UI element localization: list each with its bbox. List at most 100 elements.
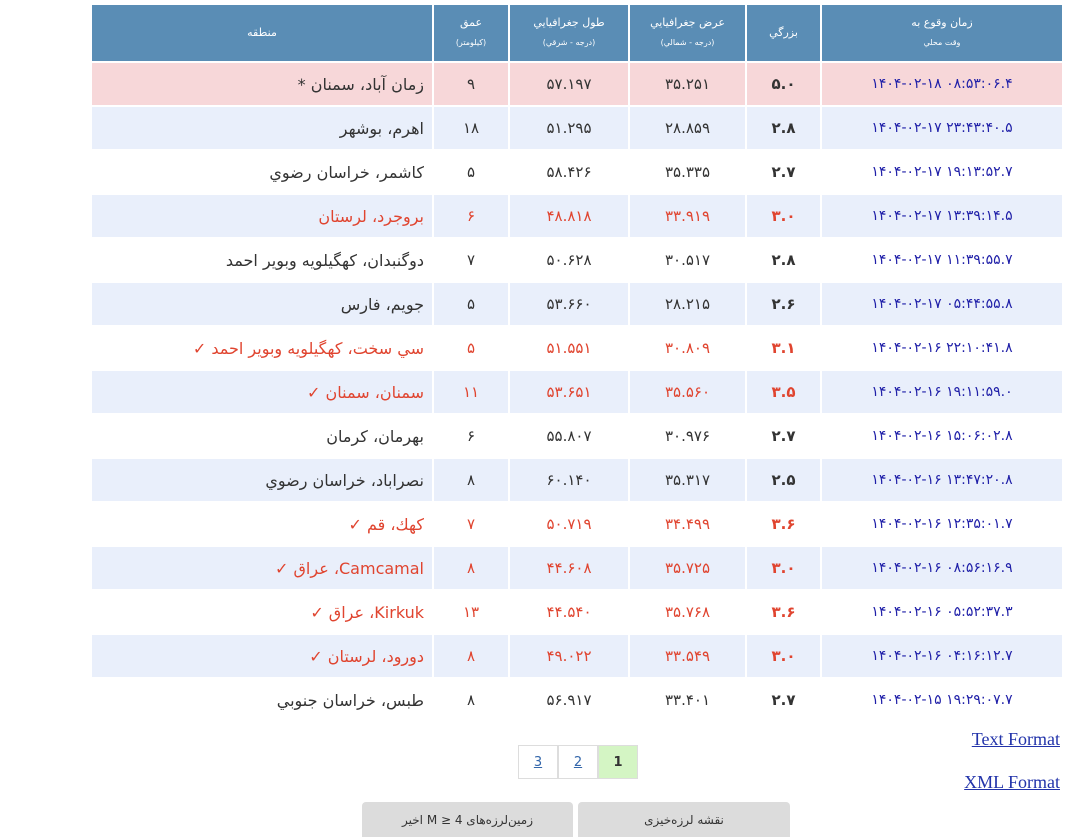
- time-cell: ۱۴۰۴-۰۲-۱۷ ۱۳:۳۹:۱۴.۵: [820, 193, 1064, 239]
- time-cell: ۱۴۰۴-۰۲-۱۷ ۲۳:۴۳:۴۰.۵: [820, 105, 1064, 151]
- longitude-cell: ۵۱.۲۹۵: [508, 105, 630, 151]
- longitude-cell: ۵۶.۹۱۷: [508, 677, 630, 723]
- table-row: ۱۴۰۴-۰۲-۱۶ ۱۹:۱۱:۵۹.۰ ۳.۵ ۳۵.۵۶۰ ۵۳.۶۵۱ ۱۱ سم…: [90, 369, 1064, 415]
- xml-format-link[interactable]: XML Format: [964, 772, 1060, 792]
- depth-cell: ۸: [432, 633, 510, 679]
- table-row: ۱۴۰۴-۰۲-۱۶ ۰۵:۵۲:۳۷.۳ ۳.۶ ۳۵.۷۶۸ ۴۴.۵۴۰ ۱۳ Ki…: [90, 589, 1064, 635]
- longitude-cell: ۵۳.۶۵۱: [508, 369, 630, 415]
- magnitude-cell: ۳.۰: [745, 193, 822, 239]
- header-subtitle: (درجه - شمالي): [660, 38, 715, 47]
- header-title: عرض جغرافيايي: [650, 16, 725, 29]
- earthquake-table: زمان وقوع به وقت محلي بزرگي عرض جغرافيايي (د…: [90, 3, 1064, 723]
- header-title: زمان وقوع به: [911, 16, 973, 29]
- header-cell: بزرگي: [745, 3, 822, 63]
- table-row: ۱۴۰۴-۰۲-۱۷ ۱۳:۳۹:۱۴.۵ ۳.۰ ۳۳.۹۱۹ ۴۸.۸۱۸ ۶ برو…: [90, 193, 1064, 239]
- magnitude-cell: ۳.۶: [745, 501, 822, 547]
- region-cell: بروجرد، لرستان: [90, 193, 434, 239]
- time-cell: ۱۴۰۴-۰۲-۱۷ ۱۱:۳۹:۵۵.۷: [820, 237, 1064, 283]
- magnitude-cell: ۲.۷: [745, 677, 822, 723]
- latitude-cell: ۳۰.۵۱۷: [628, 237, 747, 283]
- header-cell: زمان وقوع به وقت محلي: [820, 3, 1064, 63]
- depth-cell: ۱۸: [432, 105, 510, 151]
- latitude-cell: ۲۸.۲۱۵: [628, 281, 747, 327]
- magnitude-cell: ۵.۰: [745, 61, 822, 107]
- header-subtitle: وقت محلي: [923, 38, 961, 47]
- header-cell: عرض جغرافيايي (درجه - شمالي): [628, 3, 747, 63]
- region-cell: سي سخت، كهگيلويه وبوير احمد ✓: [90, 325, 434, 371]
- table-row: ۱۴۰۴-۰۲-۱۶ ۰۸:۵۶:۱۶.۹ ۳.۰ ۳۵.۷۲۵ ۴۴.۶۰۸ ۸ Cam…: [90, 545, 1064, 591]
- header-cell: عمق (كيلومتر): [432, 3, 510, 63]
- table-row: ۱۴۰۴-۰۲-۱۶ ۲۲:۱۰:۴۱.۸ ۳.۱ ۳۰.۸۰۹ ۵۱.۵۵۱ ۵ سي …: [90, 325, 1064, 371]
- magnitude-cell: ۳.۱: [745, 325, 822, 371]
- region-cell: بهرمان، كرمان: [90, 413, 434, 459]
- magnitude-cell: ۳.۰: [745, 633, 822, 679]
- latitude-cell: ۳۳.۵۴۹: [628, 633, 747, 679]
- magnitude-cell: ۲.۶: [745, 281, 822, 327]
- latitude-cell: ۳۳.۴۰۱: [628, 677, 747, 723]
- depth-cell: ۶: [432, 413, 510, 459]
- latitude-cell: ۳۵.۳۱۷: [628, 457, 747, 503]
- seismic-map-button[interactable]: نقشه لرزه‌خیزی: [578, 802, 790, 837]
- time-cell: ۱۴۰۴-۰۲-۱۶ ۱۳:۴۷:۲۰.۸: [820, 457, 1064, 503]
- region-cell: سمنان، سمنان ✓: [90, 369, 434, 415]
- time-cell: ۱۴۰۴-۰۲-۱۶ ۱۵:۰۶:۰۲.۸: [820, 413, 1064, 459]
- longitude-cell: ۴۴.۶۰۸: [508, 545, 630, 591]
- table-row: ۱۴۰۴-۰۲-۱۶ ۰۴:۱۶:۱۲.۷ ۳.۰ ۳۳.۵۴۹ ۴۹.۰۲۲ ۸ دور…: [90, 633, 1064, 679]
- region-cell: زمان آباد، سمنان *: [90, 61, 434, 107]
- longitude-cell: ۵۰.۷۱۹: [508, 501, 630, 547]
- longitude-cell: ۵۳.۶۶۰: [508, 281, 630, 327]
- header-title: طول جغرافيايي: [533, 16, 605, 29]
- depth-cell: ۵: [432, 149, 510, 195]
- page-link[interactable]: 3: [518, 745, 558, 779]
- longitude-cell: ۴۸.۸۱۸: [508, 193, 630, 239]
- magnitude-cell: ۲.۵: [745, 457, 822, 503]
- depth-cell: ۷: [432, 237, 510, 283]
- magnitude-cell: ۳.۵: [745, 369, 822, 415]
- recent-quakes-button[interactable]: زمین‌لرزه‌های M ≥ 4 اخیر: [362, 802, 573, 837]
- region-cell: دورود، لرستان ✓: [90, 633, 434, 679]
- depth-cell: ۸: [432, 677, 510, 723]
- latitude-cell: ۳۵.۷۶۸: [628, 589, 747, 635]
- magnitude-cell: ۳.۶: [745, 589, 822, 635]
- table-row: ۱۴۰۴-۰۲-۱۸ ۰۸:۵۳:۰۶.۴ ۵.۰ ۳۵.۲۵۱ ۵۷.۱۹۷ ۹ زما…: [90, 61, 1064, 107]
- longitude-cell: ۵۸.۴۲۶: [508, 149, 630, 195]
- page-link[interactable]: 1: [598, 745, 638, 779]
- magnitude-cell: ۲.۸: [745, 105, 822, 151]
- region-cell: طبس، خراسان جنوبي: [90, 677, 434, 723]
- time-cell: ۱۴۰۴-۰۲-۱۶ ۱۹:۱۱:۵۹.۰: [820, 369, 1064, 415]
- longitude-cell: ۶۰.۱۴۰: [508, 457, 630, 503]
- header-title: بزرگي: [769, 26, 798, 39]
- table-body: ۱۴۰۴-۰۲-۱۸ ۰۸:۵۳:۰۶.۴ ۵.۰ ۳۵.۲۵۱ ۵۷.۱۹۷ ۹ زما…: [90, 61, 1064, 723]
- latitude-cell: ۳۵.۵۶۰: [628, 369, 747, 415]
- depth-cell: ۶: [432, 193, 510, 239]
- depth-cell: ۷: [432, 501, 510, 547]
- time-cell: ۱۴۰۴-۰۲-۱۶ ۰۴:۱۶:۱۲.۷: [820, 633, 1064, 679]
- longitude-cell: ۴۴.۵۴۰: [508, 589, 630, 635]
- time-cell: ۱۴۰۴-۰۲-۱۶ ۲۲:۱۰:۴۱.۸: [820, 325, 1064, 371]
- depth-cell: ۵: [432, 281, 510, 327]
- header-cell: منطقه: [90, 3, 434, 63]
- region-cell: Kirkuk، عراق ✓: [90, 589, 434, 635]
- longitude-cell: ۵۷.۱۹۷: [508, 61, 630, 107]
- magnitude-cell: ۲.۷: [745, 149, 822, 195]
- region-cell: دوگنبدان، كهگيلويه وبوير احمد: [90, 237, 434, 283]
- time-cell: ۱۴۰۴-۰۲-۱۷ ۰۵:۴۴:۵۵.۸: [820, 281, 1064, 327]
- latitude-cell: ۳۵.۳۳۵: [628, 149, 747, 195]
- region-cell: نصراباد، خراسان رضوي: [90, 457, 434, 503]
- time-cell: ۱۴۰۴-۰۲-۱۶ ۰۸:۵۶:۱۶.۹: [820, 545, 1064, 591]
- latitude-cell: ۲۸.۸۵۹: [628, 105, 747, 151]
- magnitude-cell: ۲.۸: [745, 237, 822, 283]
- table-row: ۱۴۰۴-۰۲-۱۶ ۱۳:۴۷:۲۰.۸ ۲.۵ ۳۵.۳۱۷ ۶۰.۱۴۰ ۸ نصر…: [90, 457, 1064, 503]
- header-subtitle: (درجه - شرقي): [542, 38, 596, 47]
- region-cell: جويم، فارس: [90, 281, 434, 327]
- header-title: عمق: [459, 16, 483, 29]
- header-title: منطقه: [247, 26, 277, 39]
- latitude-cell: ۳۰.۹۷۶: [628, 413, 747, 459]
- text-format-link[interactable]: Text Format: [971, 729, 1060, 749]
- depth-cell: ۸: [432, 545, 510, 591]
- time-cell: ۱۴۰۴-۰۲-۱۶ ۰۵:۵۲:۳۷.۳: [820, 589, 1064, 635]
- table-row: ۱۴۰۴-۰۲-۱۶ ۱۵:۰۶:۰۲.۸ ۲.۷ ۳۰.۹۷۶ ۵۵.۸۰۷ ۶ بهر…: [90, 413, 1064, 459]
- depth-cell: ۸: [432, 457, 510, 503]
- page-link[interactable]: 2: [558, 745, 598, 779]
